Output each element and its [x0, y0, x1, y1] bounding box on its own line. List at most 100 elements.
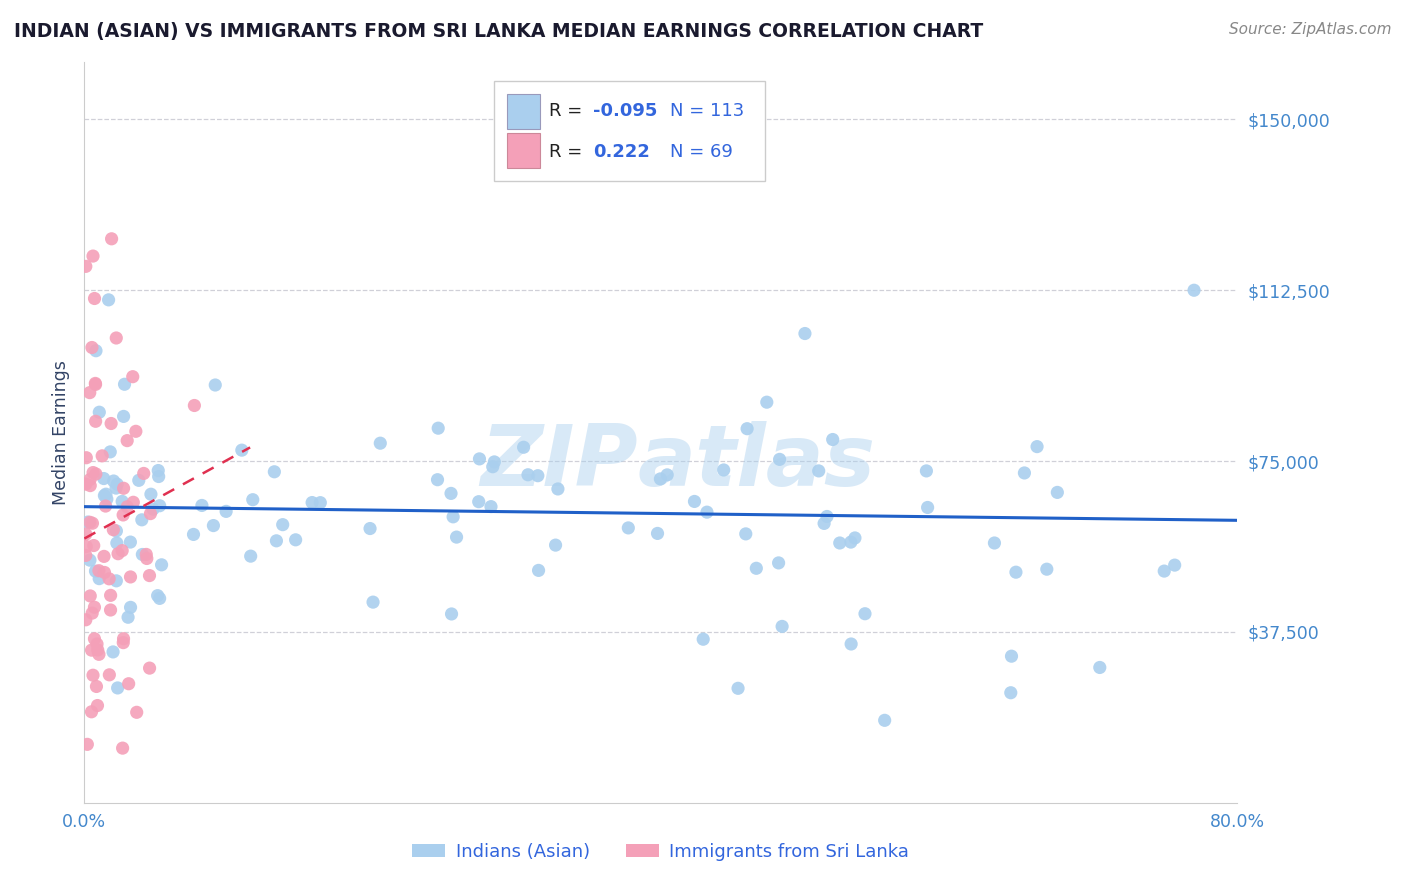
Point [647, 526, 669, 541]
Point [1036, 562, 1059, 576]
Point [100, 417, 122, 431]
Text: N = 69: N = 69 [671, 143, 733, 161]
Point [118, 677, 141, 691]
Point [794, 326, 817, 341]
Point [915, 464, 938, 478]
Point [481, 459, 503, 474]
Point [138, 661, 160, 675]
Point [105, 331, 128, 345]
Point [617, 521, 640, 535]
Point [547, 482, 569, 496]
Point [183, 527, 205, 541]
Point [75, 260, 97, 274]
Point [427, 421, 450, 435]
Y-axis label: Median Earnings: Median Earnings [52, 360, 70, 505]
Point [75, 527, 97, 541]
Point [79, 385, 101, 400]
Point [83, 632, 105, 646]
Point [121, 369, 143, 384]
Point [86, 637, 108, 651]
Point [1046, 485, 1069, 500]
Point [91, 449, 114, 463]
Point [75, 450, 97, 465]
FancyBboxPatch shape [494, 81, 765, 181]
Point [520, 145, 543, 159]
Point [231, 443, 253, 458]
Point [107, 547, 129, 561]
Point [94, 499, 117, 513]
Point [853, 607, 876, 621]
Text: R =: R = [548, 102, 588, 120]
Point [79, 553, 101, 567]
Point [75, 477, 97, 491]
Point [148, 464, 170, 478]
Point [544, 538, 567, 552]
Point [87, 643, 110, 657]
Point [309, 496, 332, 510]
Point [813, 516, 835, 531]
Text: 0.222: 0.222 [593, 143, 650, 161]
Point [105, 574, 128, 588]
Text: ZIP: ZIP [479, 421, 638, 504]
Point [125, 425, 148, 439]
Point [807, 464, 830, 478]
Point [93, 566, 115, 580]
Point [1182, 283, 1205, 297]
Point [301, 495, 323, 509]
Point [82, 466, 104, 480]
Point [89, 405, 111, 419]
Point [128, 474, 150, 488]
Point [770, 619, 793, 633]
Point [115, 500, 138, 514]
Point [111, 494, 134, 508]
Text: R =: R = [548, 143, 588, 161]
Point [93, 549, 115, 564]
Point [727, 681, 749, 696]
Point [873, 714, 896, 728]
Text: atlas: atlas [638, 421, 876, 504]
Point [1153, 564, 1175, 578]
Point [86, 698, 108, 713]
Point [98, 572, 121, 586]
Point [148, 469, 170, 483]
Point [84, 564, 107, 578]
Point [131, 548, 153, 562]
Text: N = 113: N = 113 [671, 102, 744, 120]
Point [284, 533, 307, 547]
Point [120, 600, 142, 615]
Point [84, 376, 107, 391]
Point [735, 422, 758, 436]
Point [692, 632, 714, 647]
Point [150, 558, 173, 572]
Point [105, 477, 128, 491]
Point [242, 492, 264, 507]
Point [368, 436, 391, 450]
Point [83, 539, 105, 553]
Point [115, 434, 138, 448]
Point [100, 588, 122, 602]
Point [105, 481, 128, 495]
Point [75, 613, 97, 627]
Point [98, 668, 121, 682]
Point [80, 705, 103, 719]
Point [101, 645, 124, 659]
Point [183, 399, 205, 413]
Point [139, 487, 162, 501]
Point [696, 505, 718, 519]
Point [112, 409, 135, 424]
Point [105, 536, 128, 550]
Point [135, 548, 157, 562]
Text: -0.095: -0.095 [593, 102, 657, 120]
Point [139, 507, 162, 521]
Point [745, 561, 768, 575]
Point [100, 232, 122, 246]
Point [839, 637, 862, 651]
Point [263, 465, 285, 479]
Point [426, 473, 449, 487]
Point [527, 468, 550, 483]
Point [1026, 440, 1049, 454]
Point [734, 527, 756, 541]
Point [79, 589, 101, 603]
Point [135, 551, 157, 566]
Text: Source: ZipAtlas.com: Source: ZipAtlas.com [1229, 22, 1392, 37]
